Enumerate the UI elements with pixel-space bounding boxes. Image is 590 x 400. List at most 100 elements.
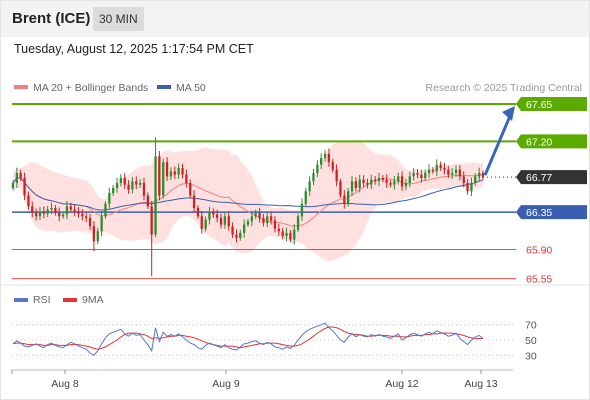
candle-body bbox=[69, 206, 72, 210]
level-tag-3 bbox=[516, 205, 587, 220]
candle-body bbox=[327, 153, 330, 163]
ma50-line bbox=[12, 177, 484, 211]
candle bbox=[88, 213, 92, 230]
candle bbox=[192, 190, 196, 213]
x-tick-label-0: Aug 8 bbox=[51, 378, 79, 390]
ma20-legend-swatch bbox=[14, 85, 28, 89]
candle-body bbox=[312, 173, 315, 182]
candle-body bbox=[420, 174, 423, 178]
candle-body bbox=[393, 181, 396, 185]
candle bbox=[142, 177, 146, 201]
candle bbox=[227, 211, 230, 231]
candle-body bbox=[335, 169, 338, 182]
candle-body bbox=[339, 181, 342, 196]
header-bar: Brent (ICE) 30 MIN bbox=[1, 1, 589, 37]
candle-body bbox=[462, 176, 465, 183]
candle-body bbox=[31, 206, 34, 213]
candle-body bbox=[374, 179, 377, 182]
candle bbox=[81, 209, 84, 221]
candle bbox=[323, 149, 327, 162]
candle-body bbox=[181, 168, 184, 175]
candle bbox=[335, 164, 338, 187]
candle bbox=[393, 176, 396, 190]
price-levels bbox=[12, 102, 516, 280]
candle bbox=[154, 137, 157, 238]
candle bbox=[412, 168, 415, 181]
candle-body bbox=[54, 208, 57, 213]
candle bbox=[219, 213, 223, 229]
candle-body bbox=[389, 183, 392, 185]
candle bbox=[185, 169, 188, 188]
candle bbox=[377, 172, 381, 187]
candle bbox=[231, 222, 234, 239]
candle-body bbox=[474, 176, 477, 183]
candle bbox=[42, 206, 45, 219]
candle-body bbox=[466, 183, 469, 192]
candle bbox=[158, 151, 161, 201]
candle-body bbox=[77, 211, 80, 214]
research-credit: Research © 2025 Trading Central bbox=[425, 82, 582, 94]
bollinger-band-fill bbox=[13, 140, 483, 262]
candle-body bbox=[35, 213, 38, 217]
candle bbox=[470, 177, 473, 197]
candle-body bbox=[447, 169, 450, 175]
candle-body bbox=[354, 181, 357, 188]
candle-body bbox=[470, 183, 473, 192]
candle-body bbox=[350, 181, 354, 192]
candle bbox=[23, 172, 26, 201]
timeframe-badge[interactable]: 30 MIN bbox=[93, 7, 144, 31]
level-label-0: 67.65 bbox=[526, 99, 552, 111]
candle-body bbox=[73, 209, 76, 212]
candle bbox=[424, 169, 427, 182]
candle-body bbox=[231, 226, 234, 235]
candle bbox=[61, 211, 65, 219]
candle-body bbox=[435, 164, 438, 172]
candle-body bbox=[185, 174, 188, 183]
candle-body bbox=[343, 195, 346, 204]
level-tag-0 bbox=[516, 96, 587, 111]
candle bbox=[123, 173, 126, 190]
rsi-ma9-line bbox=[12, 326, 483, 350]
candle-body bbox=[478, 173, 481, 177]
level-label-5: 65.55 bbox=[526, 274, 552, 286]
candle bbox=[85, 211, 88, 223]
candle-body bbox=[42, 211, 45, 214]
candle-body bbox=[108, 193, 111, 204]
candle-body bbox=[58, 213, 61, 217]
candle-body bbox=[127, 184, 130, 190]
rsi-legend-swatch bbox=[14, 298, 28, 302]
candle-body bbox=[451, 173, 454, 175]
candle-body bbox=[281, 231, 284, 237]
level-tag-2 bbox=[516, 170, 587, 185]
candle-body bbox=[173, 171, 176, 175]
candle bbox=[420, 169, 423, 183]
candle bbox=[296, 213, 300, 233]
candle bbox=[38, 206, 42, 221]
candle-body bbox=[139, 183, 142, 185]
candle bbox=[366, 178, 369, 189]
rsi-legend: RSI 9MA bbox=[14, 294, 104, 306]
candle-body bbox=[408, 176, 411, 183]
candle bbox=[27, 191, 30, 210]
candle-body bbox=[46, 209, 49, 214]
candle bbox=[343, 190, 346, 209]
main-legend: MA 20 + Bollinger Bands MA 50 Research ©… bbox=[14, 82, 582, 94]
rsi-tick-label-2: 30 bbox=[525, 350, 537, 362]
candle bbox=[112, 184, 115, 196]
candle bbox=[150, 200, 153, 277]
candle-body bbox=[370, 179, 373, 185]
x-tick-label-3: Aug 13 bbox=[464, 378, 497, 390]
candle bbox=[50, 202, 53, 215]
candle-body bbox=[65, 206, 69, 215]
candle-body bbox=[320, 158, 323, 165]
candle-body bbox=[250, 216, 253, 222]
candle-body bbox=[266, 216, 269, 223]
candle bbox=[443, 162, 446, 175]
candle bbox=[208, 206, 211, 225]
candle bbox=[374, 175, 377, 185]
candle-body bbox=[88, 217, 92, 227]
candle bbox=[139, 179, 142, 189]
candle-body bbox=[177, 168, 180, 175]
